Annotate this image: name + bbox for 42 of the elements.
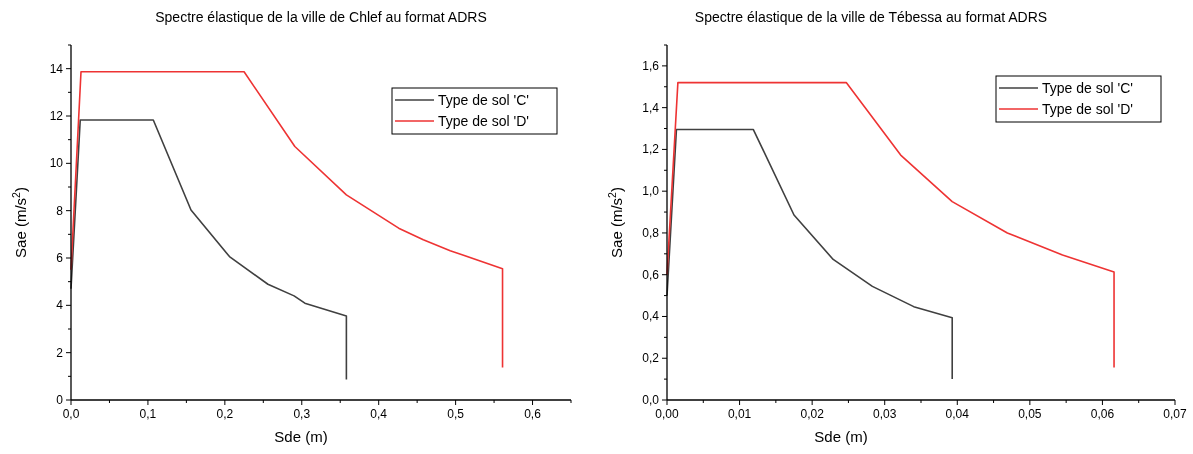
- x-axis-title: Sde (m): [274, 428, 328, 445]
- x-tick-label: 0,4: [370, 407, 388, 421]
- x-tick-label: 0,05: [1018, 407, 1042, 421]
- x-tick-label: 0,02: [800, 407, 825, 421]
- x-tick-label: 0,03: [873, 407, 897, 421]
- y-tick-label: 2: [56, 345, 64, 360]
- x-tick-label: 0,01: [727, 407, 752, 421]
- y-tick-label: 6: [56, 251, 64, 265]
- y-tick-label: 1,4: [642, 100, 660, 115]
- y-tick-label: 1,2: [642, 142, 660, 157]
- y-tick-label: 0,0: [642, 393, 660, 407]
- line-series: [666, 81, 1115, 369]
- x-tick-label: 0,07: [1163, 407, 1187, 421]
- y-tick-label: 10: [49, 156, 64, 171]
- x-tick-label: 0,06: [1090, 407, 1115, 421]
- chart-title: Spectre élastique de la ville de Tébessa au format ADRS: [694, 9, 1048, 25]
- x-tick-label: 0,04: [945, 407, 970, 421]
- x-tick-label: 0,6: [524, 407, 542, 421]
- y-tick-label: 0: [56, 393, 64, 407]
- y-tick-label: 0,2: [642, 351, 660, 366]
- y-tick-label: 1,0: [642, 184, 660, 199]
- x-axis-title: Sde (m): [814, 428, 868, 445]
- chart-title: Spectre élastique de la ville de Chlef au format ADRS: [155, 9, 487, 25]
- y-tick-label: 0,8: [642, 225, 660, 240]
- y-tick-label: 0,4: [642, 309, 660, 324]
- legend-label: Type de sol 'C': [438, 92, 529, 108]
- y-tick-label: 14: [49, 61, 64, 76]
- x-tick-label: 0,2: [216, 407, 234, 421]
- legend-label: Type de sol 'D': [438, 113, 529, 129]
- x-tick-label: 0,00: [655, 407, 679, 421]
- line-series: [666, 128, 954, 380]
- x-tick-label: 0,3: [293, 407, 311, 421]
- y-tick-label: 1,6: [642, 58, 660, 73]
- x-tick-label: 0,5: [447, 407, 465, 421]
- y-tick-label: 12: [49, 109, 64, 123]
- line-series: [70, 119, 348, 381]
- legend-label: Type de sol 'D': [1042, 101, 1133, 117]
- y-tick-label: 4: [56, 298, 64, 313]
- legend-label: Type de sol 'C': [1042, 80, 1133, 96]
- y-tick-label: 0,6: [642, 267, 660, 282]
- y-tick-label: 8: [56, 203, 64, 218]
- x-tick-label: 0,1: [139, 407, 157, 421]
